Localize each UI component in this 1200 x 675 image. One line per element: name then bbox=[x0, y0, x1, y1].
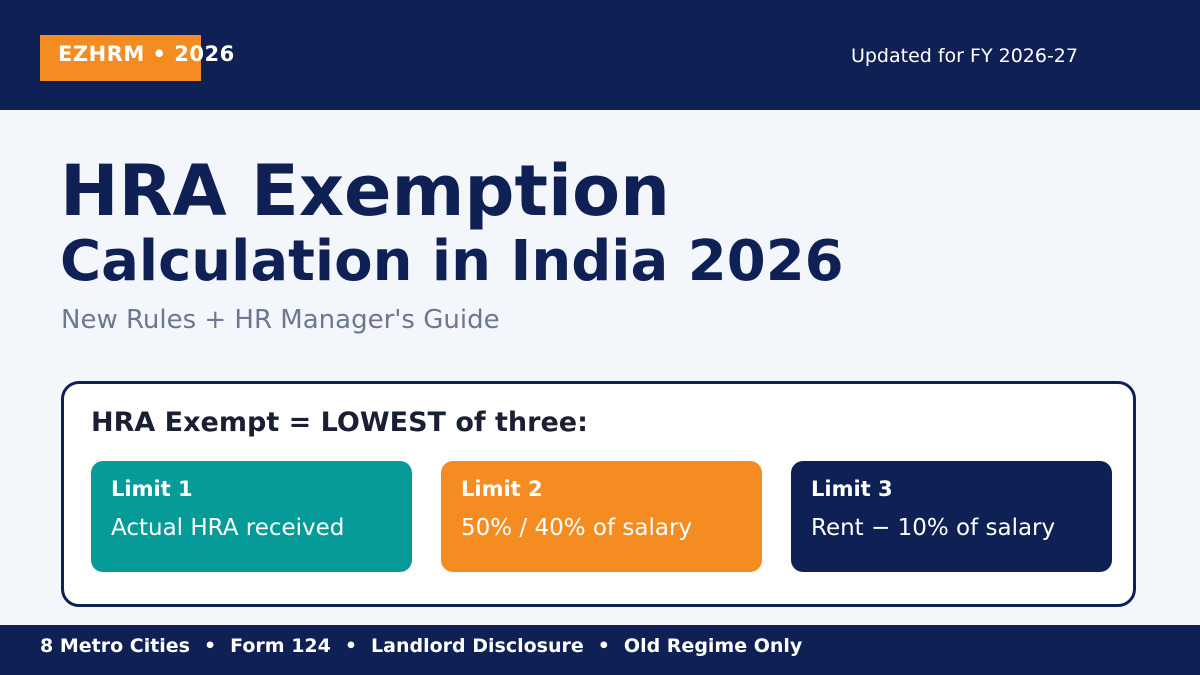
limit-card-3: Limit 3 Rent − 10% of salary bbox=[791, 461, 1112, 572]
footer-separator: • bbox=[344, 635, 358, 657]
formula-card: HRA Exempt = LOWEST of three: Limit 1 Ac… bbox=[61, 381, 1136, 607]
brand-badge bbox=[40, 35, 201, 81]
footer-item-landlord-disclosure: Landlord Disclosure bbox=[371, 635, 584, 657]
limit-title: Limit 1 bbox=[111, 477, 193, 501]
footer-separator: • bbox=[204, 635, 217, 657]
footer-item-metro-cities: 8 Metro Cities bbox=[40, 635, 190, 657]
footer-items: 8 Metro Cities • Form 124 • Landlord Disclos… bbox=[40, 635, 802, 657]
updated-label: Updated for FY 2026-27 bbox=[850, 45, 1078, 67]
footer-item-form-124: Form 124 bbox=[230, 635, 331, 657]
limit-title: Limit 3 bbox=[811, 477, 893, 501]
limit-description: 50% / 40% of salary bbox=[461, 515, 693, 541]
limit-description: Rent − 10% of salary bbox=[811, 515, 1056, 541]
limit-card-1: Limit 1 Actual HRA received bbox=[91, 461, 412, 572]
brand-label: EZHRM • 2026 bbox=[58, 42, 235, 66]
page-title: HRA Exemption bbox=[60, 150, 670, 232]
page-subtitle: New Rules + HR Manager's Guide bbox=[61, 305, 500, 335]
footer-separator: • bbox=[597, 635, 610, 657]
page-title-secondary: Calculation in India 2026 bbox=[60, 229, 844, 294]
header-bar: EZHRM • 2026 Updated for FY 2026-27 bbox=[0, 0, 1200, 110]
limit-description: Actual HRA received bbox=[111, 515, 345, 541]
footer-bar: 8 Metro Cities • Form 124 • Landlord Disclos… bbox=[0, 625, 1200, 675]
footer-item-old-regime: Old Regime Only bbox=[623, 635, 803, 657]
formula-heading: HRA Exempt = LOWEST of three: bbox=[91, 407, 588, 438]
limit-card-2: Limit 2 50% / 40% of salary bbox=[441, 461, 762, 572]
limit-title: Limit 2 bbox=[461, 477, 543, 501]
